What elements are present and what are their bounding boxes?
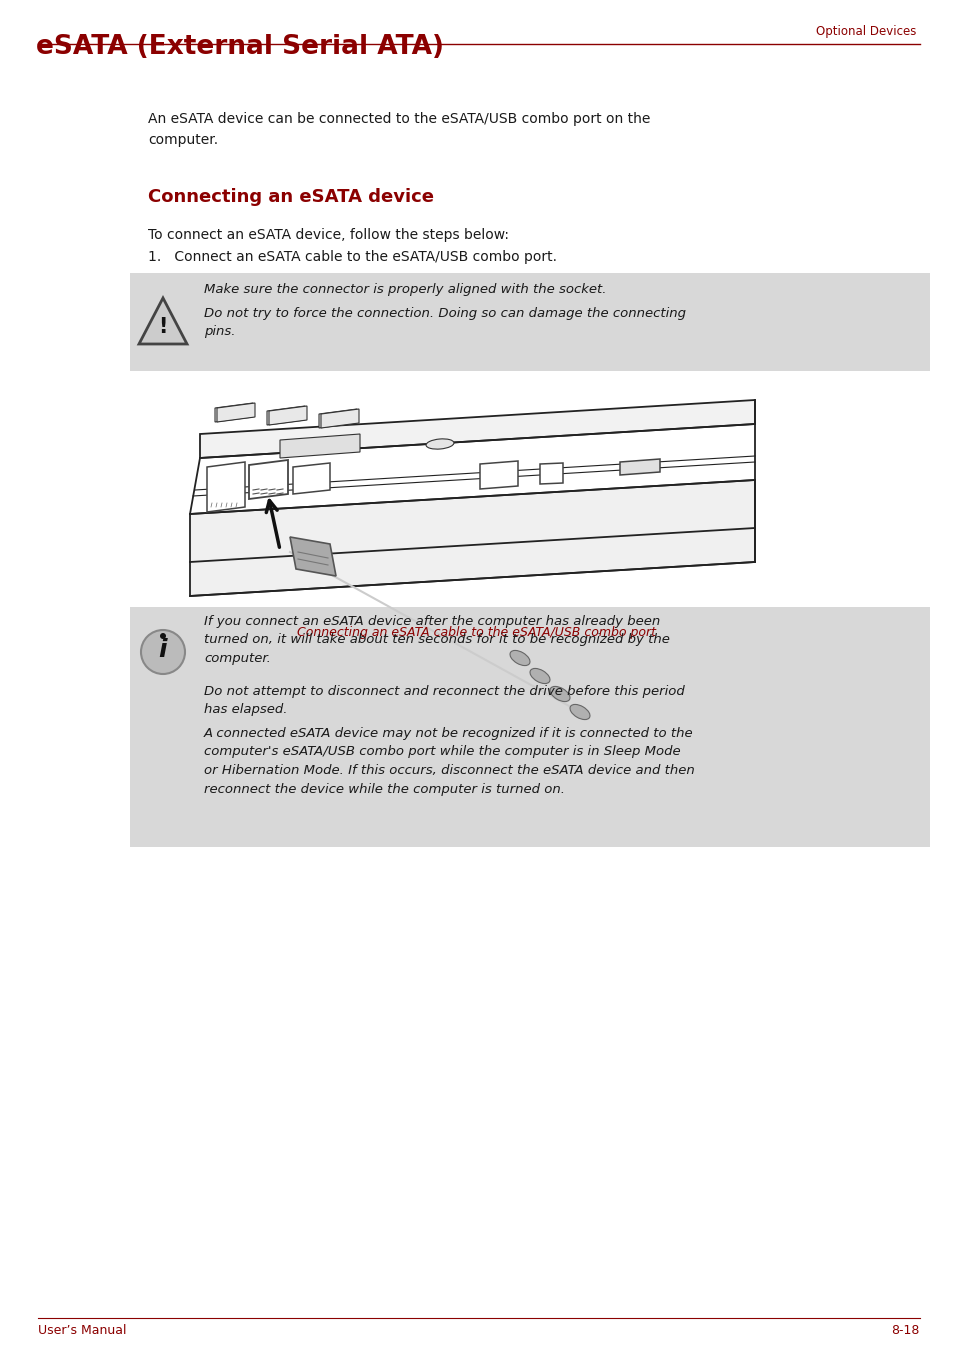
Polygon shape xyxy=(190,480,754,596)
Ellipse shape xyxy=(550,687,569,702)
Polygon shape xyxy=(619,458,659,475)
Polygon shape xyxy=(216,403,254,422)
Polygon shape xyxy=(290,537,335,576)
Polygon shape xyxy=(293,462,330,493)
Text: Make sure the connector is properly aligned with the socket.: Make sure the connector is properly alig… xyxy=(204,283,606,296)
Polygon shape xyxy=(539,462,562,484)
Polygon shape xyxy=(139,297,187,343)
Polygon shape xyxy=(320,410,358,429)
Text: Connecting an eSATA cable to the eSATA/USB combo port: Connecting an eSATA cable to the eSATA/U… xyxy=(297,626,656,639)
Polygon shape xyxy=(249,460,288,499)
Text: An eSATA device can be connected to the eSATA/USB combo port on the
computer.: An eSATA device can be connected to the … xyxy=(148,112,650,146)
Polygon shape xyxy=(207,462,245,512)
Text: !: ! xyxy=(158,316,168,337)
Text: Do not try to force the connection. Doing so can damage the connecting
pins.: Do not try to force the connection. Doin… xyxy=(204,307,685,338)
Polygon shape xyxy=(267,406,305,425)
Text: Optional Devices: Optional Devices xyxy=(815,26,915,38)
Ellipse shape xyxy=(530,668,550,684)
Polygon shape xyxy=(280,434,359,458)
Text: To connect an eSATA device, follow the steps below:: To connect an eSATA device, follow the s… xyxy=(148,228,509,242)
Polygon shape xyxy=(200,400,754,458)
FancyBboxPatch shape xyxy=(130,607,929,846)
Text: A connected eSATA device may not be recognized if it is connected to the
compute: A connected eSATA device may not be reco… xyxy=(204,727,694,795)
Ellipse shape xyxy=(426,439,454,449)
Text: eSATA (External Serial ATA): eSATA (External Serial ATA) xyxy=(36,34,443,59)
Polygon shape xyxy=(214,403,253,422)
Text: i: i xyxy=(158,638,167,662)
Text: 8-18: 8-18 xyxy=(891,1324,919,1337)
Ellipse shape xyxy=(510,650,530,665)
Circle shape xyxy=(141,630,185,675)
Polygon shape xyxy=(269,406,307,425)
FancyBboxPatch shape xyxy=(130,273,929,370)
Polygon shape xyxy=(318,410,356,429)
Text: If you connect an eSATA device after the computer has already been
turned on, it: If you connect an eSATA device after the… xyxy=(204,615,669,665)
Text: Do not attempt to disconnect and reconnect the drive before this period
has elap: Do not attempt to disconnect and reconne… xyxy=(204,685,684,717)
Circle shape xyxy=(160,633,166,639)
Text: Connecting an eSATA device: Connecting an eSATA device xyxy=(148,188,434,206)
Text: 1.   Connect an eSATA cable to the eSATA/USB combo port.: 1. Connect an eSATA cable to the eSATA/U… xyxy=(148,250,557,264)
Ellipse shape xyxy=(569,704,589,719)
Text: User’s Manual: User’s Manual xyxy=(38,1324,127,1337)
Polygon shape xyxy=(479,461,517,489)
